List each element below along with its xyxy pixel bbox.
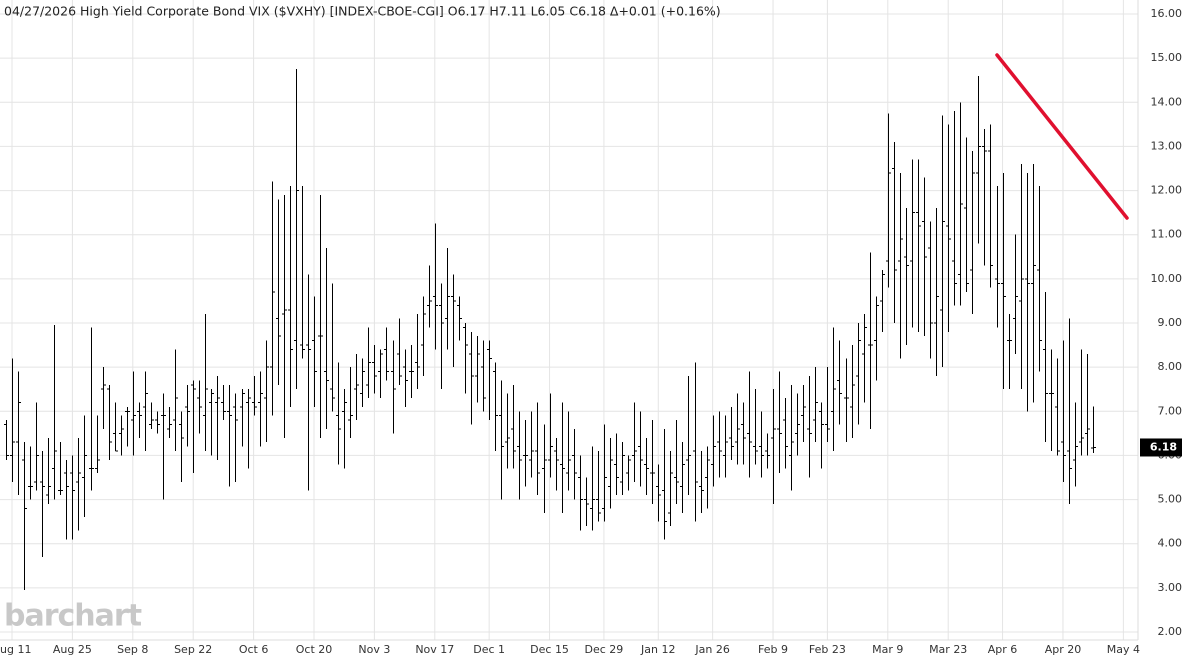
x-tick-label: Mar 9 (872, 643, 903, 656)
x-tick-label: Dec 15 (530, 643, 569, 656)
y-tick-label: 9.00 (1158, 316, 1183, 329)
x-tick-label: Nov 3 (358, 643, 390, 656)
y-tick-label: 8.00 (1158, 360, 1183, 373)
chart-title: 04/27/2026 High Yield Corporate Bond VIX… (4, 4, 721, 19)
axes: 2.003.004.005.006.007.008.009.0010.0011.… (0, 7, 1182, 656)
trend-annotation (995, 53, 1129, 220)
y-tick-label: 3.00 (1158, 581, 1183, 594)
x-tick-label: Dec 29 (585, 643, 624, 656)
x-tick-label: Oct 20 (296, 643, 333, 656)
x-tick-label: Jan 26 (694, 643, 729, 656)
x-tick-label: Apr 6 (988, 643, 1018, 656)
y-tick-label: 11.00 (1151, 228, 1183, 241)
y-tick-label: 7.00 (1158, 404, 1183, 417)
x-tick-label: Apr 20 (1045, 643, 1082, 656)
x-tick-label: Jan 12 (640, 643, 675, 656)
last-price-tag (1140, 438, 1182, 457)
x-tick-label: Oct 6 (239, 643, 269, 656)
x-tick-label: Aug 11 (0, 643, 31, 656)
logo: barchart (4, 599, 142, 634)
y-tick-label: 5.00 (1158, 493, 1183, 506)
x-tick-label: Dec 1 (473, 643, 505, 656)
y-tick-label: 15.00 (1151, 51, 1183, 64)
y-tick-label: 4.00 (1158, 537, 1183, 550)
x-tick-label: Sep 22 (174, 643, 212, 656)
y-tick-label: 12.00 (1151, 184, 1183, 197)
y-tick-label: 2.00 (1158, 625, 1183, 638)
x-tick-label: Sep 8 (117, 643, 148, 656)
x-tick-label: Nov 17 (415, 643, 454, 656)
bars (4, 69, 1096, 591)
y-tick-label: 16.00 (1151, 7, 1183, 20)
x-tick-label: Mar 23 (929, 643, 967, 656)
last-price-label: 6.18 (1150, 440, 1177, 453)
x-tick-label: Feb 23 (809, 643, 846, 656)
x-tick-label: May 4 (1107, 643, 1140, 656)
x-tick-label: Aug 25 (53, 643, 92, 656)
y-tick-label: 13.00 (1151, 139, 1183, 152)
x-tick-label: Feb 9 (758, 643, 788, 656)
y-tick-label: 14.00 (1151, 95, 1183, 108)
y-tick-label: 10.00 (1151, 272, 1183, 285)
